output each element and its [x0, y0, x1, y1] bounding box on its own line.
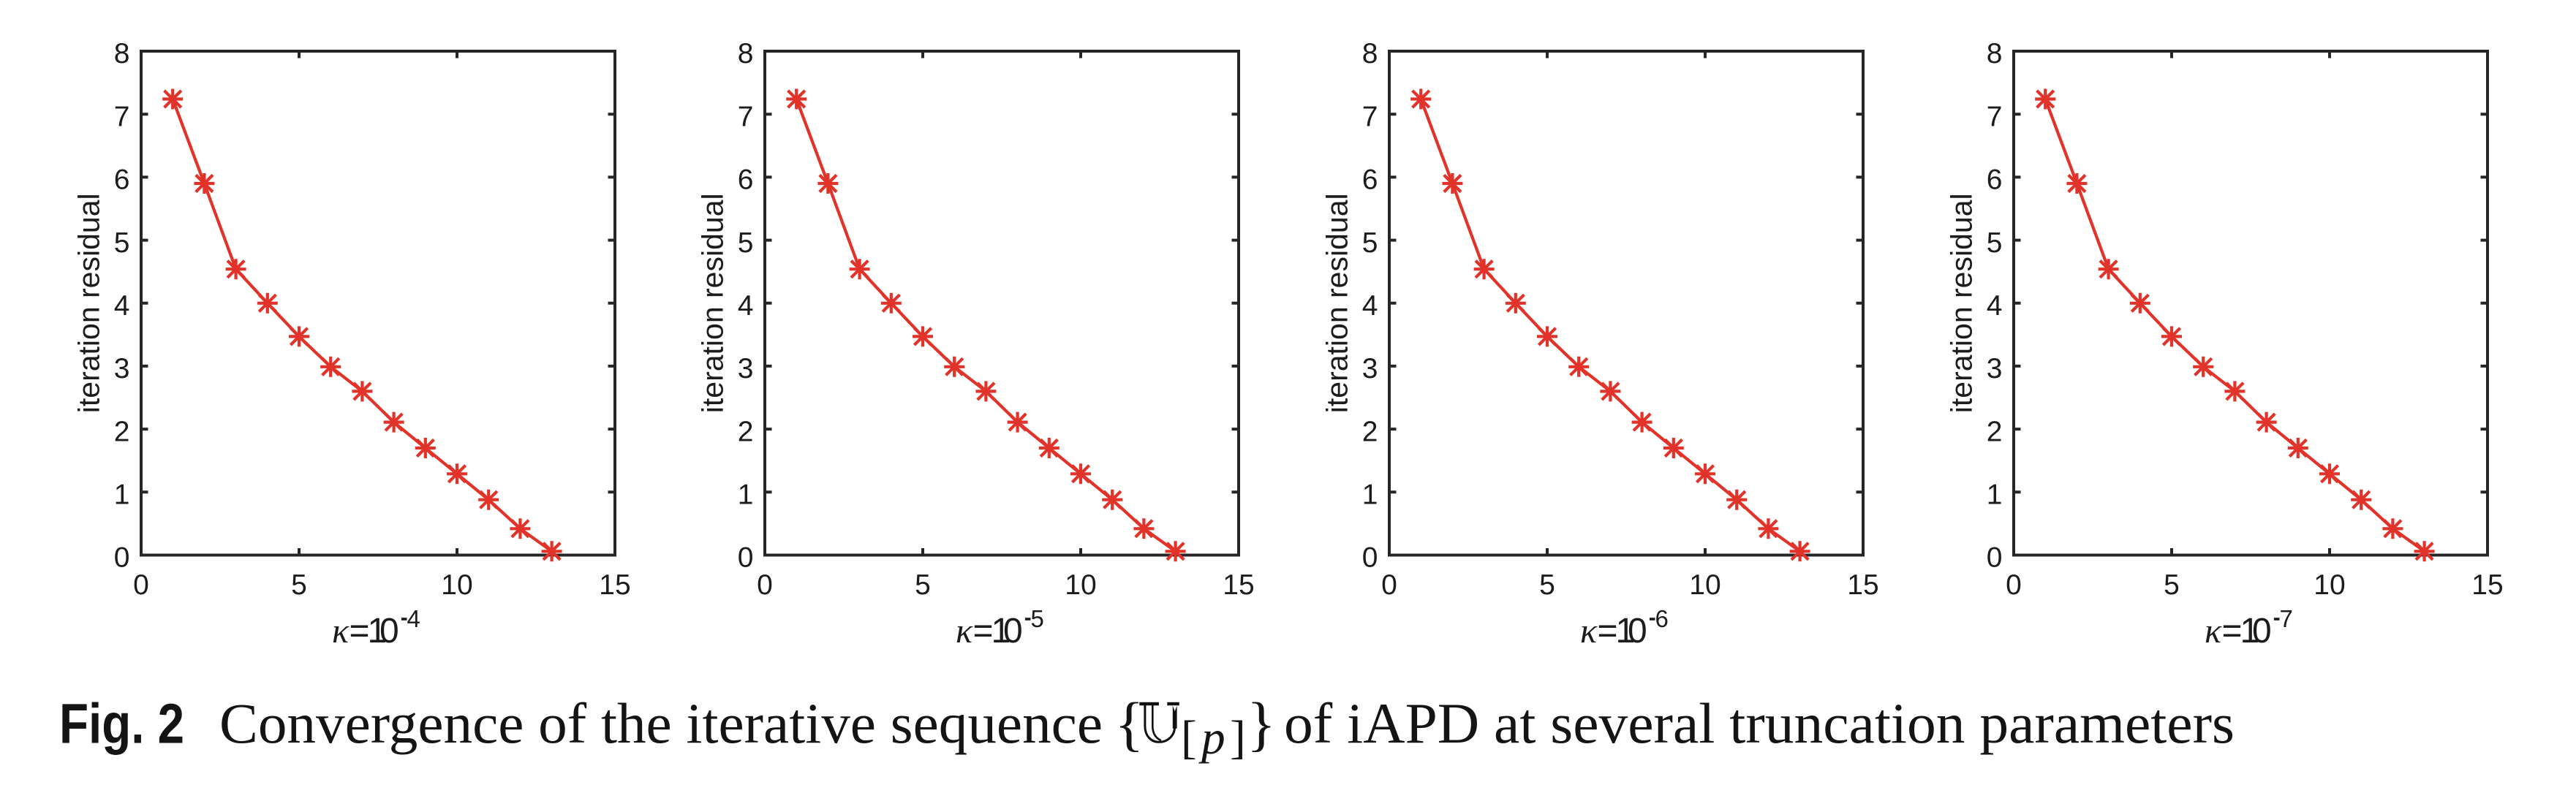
- svg-text:κ=10: κ=10: [1580, 612, 1647, 650]
- svg-text:4: 4: [407, 605, 420, 632]
- svg-text:[p]: [p]: [1181, 712, 1250, 764]
- svg-text:κ=10: κ=10: [332, 612, 399, 650]
- svg-text:of iAPD at several truncation: of iAPD at several truncation parameters: [1284, 691, 2235, 755]
- svg-text:6: 6: [1655, 605, 1669, 632]
- svg-text:}: }: [1247, 690, 1276, 757]
- svg-text:Convergence of the iterative s: Convergence of the iterative sequence: [219, 691, 1103, 755]
- svg-text:{: {: [1115, 690, 1144, 757]
- svg-text:5: 5: [1031, 605, 1044, 632]
- svg-text:Fig. 2: Fig. 2: [59, 693, 184, 756]
- svg-text:κ=10: κ=10: [956, 612, 1023, 650]
- svg-text:κ=10: κ=10: [2205, 612, 2272, 650]
- svg-text:7: 7: [2280, 605, 2293, 632]
